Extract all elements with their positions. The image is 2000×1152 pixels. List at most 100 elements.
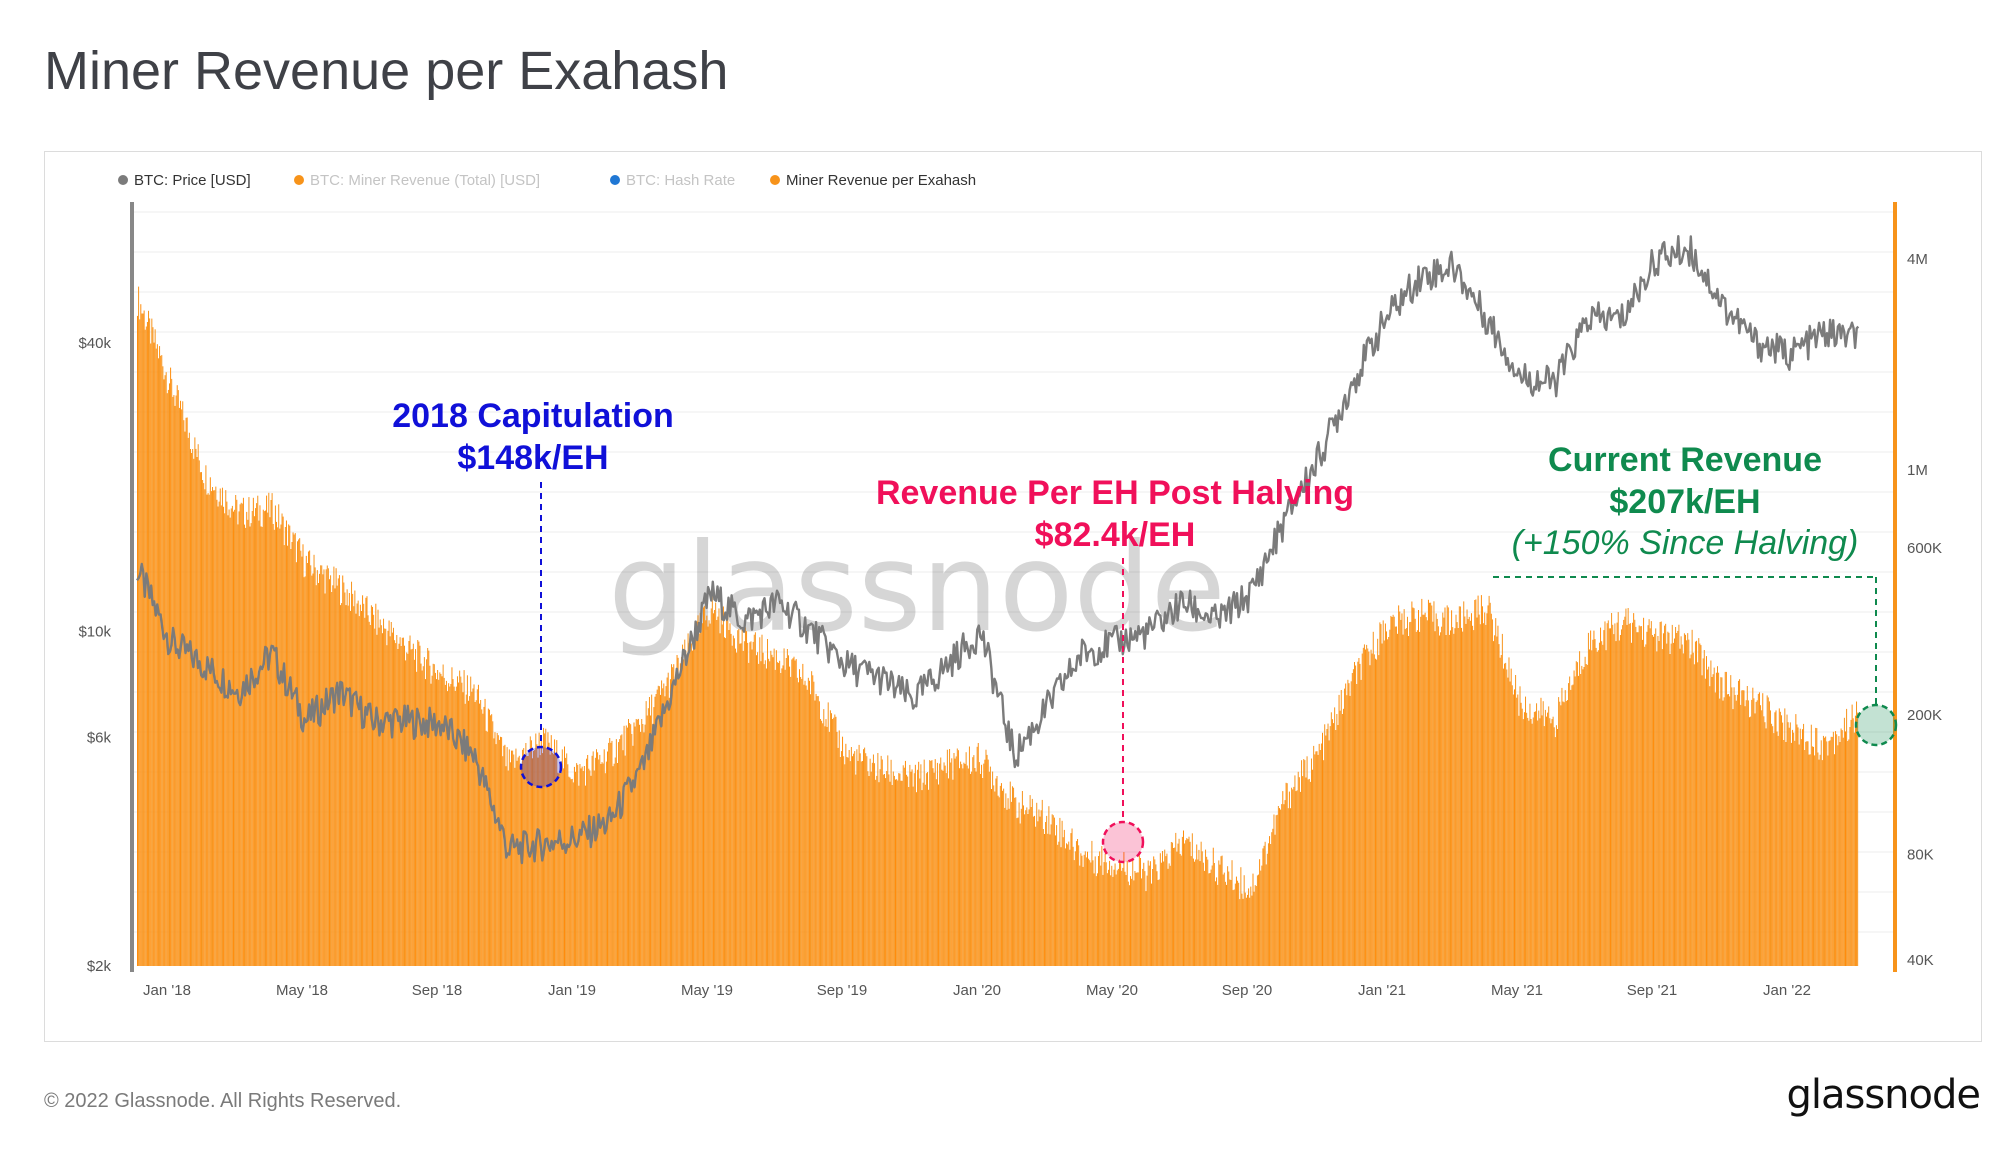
x-tick-label: Sep '21 [1627, 982, 1677, 999]
y-left-tick-label: $40k [78, 335, 111, 352]
revenue-bar [276, 521, 278, 966]
revenue-bar [1591, 650, 1593, 966]
revenue-bar [1051, 814, 1053, 966]
revenue-bar [1648, 619, 1650, 966]
y-left-tick-label: $10k [78, 623, 111, 640]
revenue-bar [878, 782, 880, 966]
revenue-bar [440, 673, 442, 966]
revenue-bar [1238, 882, 1240, 966]
revenue-bar [1634, 619, 1636, 966]
revenue-bar [785, 658, 787, 966]
revenue-bar [1021, 791, 1023, 966]
revenue-bar [431, 675, 433, 966]
x-tick-label: Jan '21 [1358, 982, 1406, 999]
revenue-bar [219, 488, 221, 966]
revenue-bar [803, 684, 805, 966]
revenue-bar [159, 346, 161, 967]
revenue-bar [1040, 810, 1042, 966]
revenue-bar [1259, 859, 1261, 966]
revenue-bar [1726, 694, 1728, 966]
revenue-bar [1826, 741, 1828, 966]
annotation-value: $207k/EH [1609, 483, 1760, 521]
revenue-bar [311, 575, 313, 966]
revenue-bar [503, 745, 505, 966]
revenue-bar [1395, 626, 1397, 966]
revenue-bar [1173, 848, 1175, 966]
revenue-bar [1593, 630, 1595, 966]
revenue-bar [495, 744, 497, 966]
revenue-bar [1373, 654, 1375, 966]
revenue-bar [1745, 700, 1747, 966]
revenue-bar [253, 516, 255, 966]
revenue-bar [271, 493, 273, 966]
revenue-bar [995, 778, 997, 966]
revenue-bar [1160, 862, 1162, 966]
revenue-bar [1491, 619, 1493, 966]
revenue-bar [752, 641, 754, 966]
revenue-bar [618, 742, 620, 966]
revenue-bar [691, 650, 693, 966]
revenue-bar [384, 628, 386, 966]
revenue-bar [1000, 783, 1002, 966]
revenue-bar [1352, 669, 1354, 966]
revenue-bar [1308, 778, 1310, 966]
revenue-bar [836, 731, 838, 966]
revenue-bar [655, 694, 657, 966]
revenue-bar [181, 409, 183, 966]
revenue-bar [461, 682, 463, 966]
revenue-bar [1611, 613, 1613, 966]
revenue-bar [1338, 694, 1340, 966]
revenue-bar [597, 752, 599, 966]
revenue-bar [1207, 859, 1209, 966]
revenue-bar [199, 472, 201, 966]
revenue-bar [460, 676, 462, 966]
revenue-bar [1117, 868, 1119, 966]
revenue-bar [1640, 626, 1642, 966]
revenue-bar [856, 749, 858, 966]
revenue-bar [225, 490, 227, 966]
revenue-bar [880, 755, 882, 966]
revenue-bar [1742, 690, 1744, 966]
revenue-bar [680, 657, 682, 966]
revenue-bar [1755, 701, 1757, 966]
revenue-bar [342, 575, 344, 966]
revenue-bar [1105, 862, 1107, 966]
revenue-bar [1397, 633, 1399, 966]
revenue-bar [1582, 669, 1584, 966]
revenue-bar [484, 698, 486, 966]
revenue-bar [1057, 844, 1059, 966]
revenue-bar [187, 437, 189, 966]
revenue-bar [565, 757, 567, 966]
revenue-bar [1700, 645, 1702, 966]
chart-legend[interactable]: BTC: Price [USD] BTC: Miner Revenue (Tota… [118, 172, 976, 189]
revenue-bar [302, 544, 304, 966]
revenue-bar [1283, 804, 1285, 966]
revenue-bar [844, 764, 846, 966]
revenue-bar [263, 511, 265, 966]
revenue-bar [607, 751, 609, 966]
revenue-bar [897, 780, 899, 966]
revenue-bar [470, 676, 472, 966]
revenue-bar [953, 753, 955, 966]
revenue-bar [895, 779, 896, 966]
revenue-bar [397, 649, 399, 966]
revenue-bar [1266, 853, 1268, 966]
revenue-bar [825, 719, 827, 966]
revenue-bar [1170, 842, 1172, 966]
revenue-bar [308, 551, 310, 966]
revenue-bar [1796, 724, 1798, 966]
revenue-bar [808, 680, 810, 966]
revenue-bar [665, 686, 667, 966]
revenue-bar [762, 652, 764, 966]
revenue-bar [786, 649, 788, 966]
revenue-bar [633, 722, 635, 966]
revenue-bar [320, 565, 322, 966]
revenue-bar [285, 520, 287, 966]
revenue-bar [1764, 722, 1766, 966]
revenue-bar [1729, 696, 1731, 966]
revenue-bar [415, 649, 417, 966]
revenue-bar [468, 700, 469, 966]
revenue-bar [1699, 643, 1701, 966]
revenue-bar [936, 762, 938, 966]
revenue-bar [1496, 636, 1498, 966]
